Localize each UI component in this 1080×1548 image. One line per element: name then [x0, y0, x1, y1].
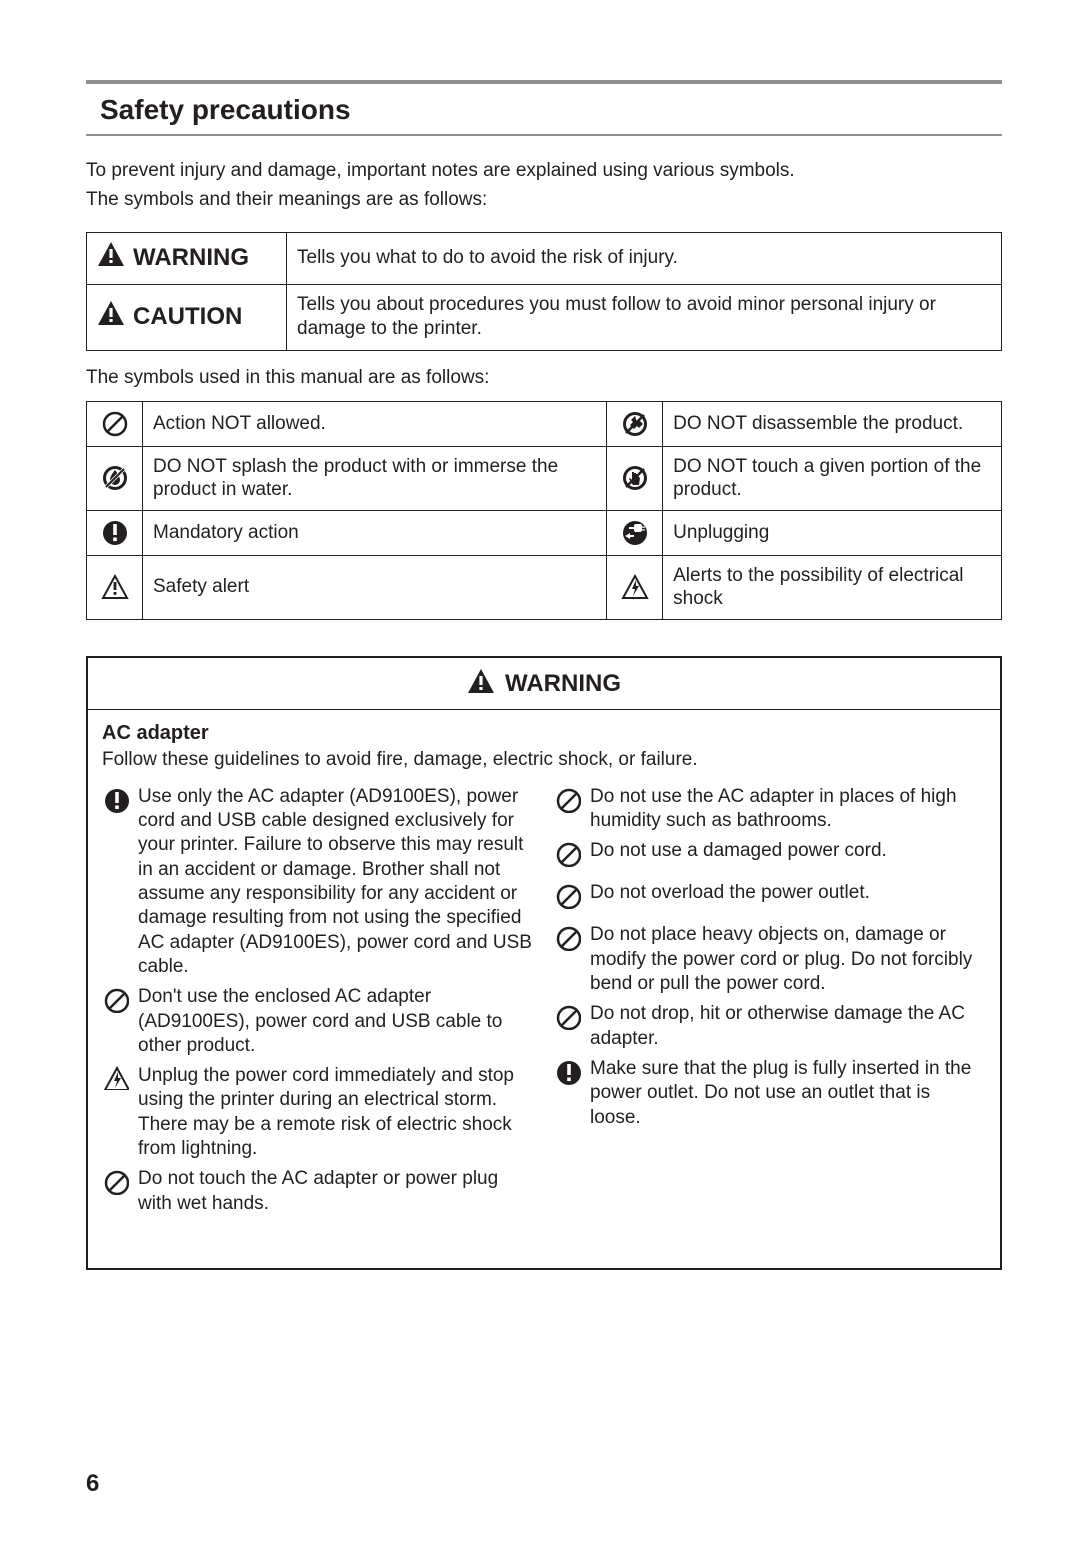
- item-text: Do not drop, hit or otherwise damage the…: [590, 1002, 986, 1051]
- warning-box-label: WARNING: [505, 670, 621, 698]
- symbols-table: Action NOT allowed. DO NOT disassemble t…: [86, 401, 1002, 620]
- item-text: Do not touch the AC adapter or power plu…: [138, 1167, 534, 1216]
- table-row: Safety alert Alerts to the possibility o…: [87, 555, 1002, 619]
- item-text: Unplug the power cord immediately and st…: [138, 1064, 534, 1161]
- prohibit-icon: [102, 1167, 130, 1195]
- warning-subhead: AC adapter: [102, 722, 986, 745]
- item-text: Do not overload the power outlet.: [590, 881, 986, 905]
- symbol-desc: Unplugging: [663, 510, 1002, 555]
- def-label-cell: CAUTION: [87, 284, 287, 350]
- unplug-icon: [607, 510, 663, 555]
- table-row: DO NOT splash the product with or immers…: [87, 446, 1002, 510]
- list-item: Do not drop, hit or otherwise damage the…: [554, 1002, 986, 1051]
- table-row: CAUTION Tells you about procedures you m…: [87, 284, 1002, 350]
- warning-box: WARNING AC adapter Follow these guidelin…: [86, 656, 1002, 1270]
- shock-icon: [102, 1064, 130, 1090]
- item-text: Do not use the AC adapter in places of h…: [590, 785, 986, 834]
- intro-block: To prevent injury and damage, important …: [86, 158, 1002, 212]
- list-item: Do not use a damaged power cord.: [554, 839, 986, 867]
- symbol-desc: Action NOT allowed.: [143, 401, 607, 446]
- table-row: WARNING Tells you what to do to avoid th…: [87, 233, 1002, 285]
- item-text: Don't use the enclosed AC adapter (AD910…: [138, 985, 534, 1058]
- def-label-cell: WARNING: [87, 233, 287, 285]
- intro-line: The symbols and their meanings are as fo…: [86, 187, 1002, 212]
- table-row: Mandatory action Unplugging: [87, 510, 1002, 555]
- mandatory-icon: [102, 785, 130, 813]
- def-label: WARNING: [133, 243, 249, 274]
- prohibit-icon: [554, 881, 582, 909]
- shock-icon: [607, 555, 663, 619]
- warning-box-header: WARNING: [88, 658, 1000, 710]
- prohibit-icon: [554, 923, 582, 951]
- symbol-desc: DO NOT disassemble the product.: [663, 401, 1002, 446]
- item-text: Do not place heavy objects on, damage or…: [590, 923, 986, 996]
- list-item: Don't use the enclosed AC adapter (AD910…: [102, 985, 534, 1058]
- sub-note: The symbols used in this manual are as f…: [86, 367, 1002, 389]
- list-item: Use only the AC adapter (AD9100ES), powe…: [102, 785, 534, 980]
- prohibit-icon: [554, 785, 582, 813]
- mandatory-icon: [87, 510, 143, 555]
- prohibit-icon: [554, 839, 582, 867]
- symbol-desc: DO NOT splash the product with or immers…: [143, 446, 607, 510]
- no-water-icon: [87, 446, 143, 510]
- page-number: 6: [86, 1470, 1002, 1498]
- item-text: Make sure that the plug is fully inserte…: [590, 1057, 986, 1130]
- no-disassemble-icon: [607, 401, 663, 446]
- section-title: Safety precautions: [100, 94, 998, 126]
- warning-icon: [97, 300, 125, 335]
- warning-subtext: Follow these guidelines to avoid fire, d…: [102, 749, 986, 771]
- symbol-desc: Alerts to the possibility of electrical …: [663, 555, 1002, 619]
- right-column: Do not use the AC adapter in places of h…: [554, 785, 986, 1222]
- definition-table: WARNING Tells you what to do to avoid th…: [86, 232, 1002, 350]
- symbol-desc: Mandatory action: [143, 510, 607, 555]
- section-title-bar: Safety precautions: [86, 80, 1002, 136]
- table-row: Action NOT allowed. DO NOT disassemble t…: [87, 401, 1002, 446]
- left-column: Use only the AC adapter (AD9100ES), powe…: [102, 785, 534, 1222]
- item-text: Use only the AC adapter (AD9100ES), powe…: [138, 785, 534, 980]
- warning-icon: [467, 668, 495, 701]
- warning-icon: [97, 241, 125, 276]
- prohibit-icon: [87, 401, 143, 446]
- no-touch-icon: [607, 446, 663, 510]
- list-item: Do not use the AC adapter in places of h…: [554, 785, 986, 834]
- list-item: Do not overload the power outlet.: [554, 881, 986, 909]
- symbol-desc: DO NOT touch a given portion of the prod…: [663, 446, 1002, 510]
- list-item: Unplug the power cord immediately and st…: [102, 1064, 534, 1161]
- mandatory-icon: [554, 1057, 582, 1085]
- prohibit-icon: [554, 1002, 582, 1030]
- safety-alert-icon: [87, 555, 143, 619]
- list-item: Do not place heavy objects on, damage or…: [554, 923, 986, 996]
- intro-line: To prevent injury and damage, important …: [86, 158, 1002, 183]
- list-item: Do not touch the AC adapter or power plu…: [102, 1167, 534, 1216]
- symbol-desc: Safety alert: [143, 555, 607, 619]
- list-item: Make sure that the plug is fully inserte…: [554, 1057, 986, 1130]
- prohibit-icon: [102, 985, 130, 1013]
- item-text: Do not use a damaged power cord.: [590, 839, 986, 863]
- def-label: CAUTION: [133, 302, 242, 333]
- def-desc: Tells you about procedures you must foll…: [287, 284, 1002, 350]
- def-desc: Tells you what to do to avoid the risk o…: [287, 233, 1002, 285]
